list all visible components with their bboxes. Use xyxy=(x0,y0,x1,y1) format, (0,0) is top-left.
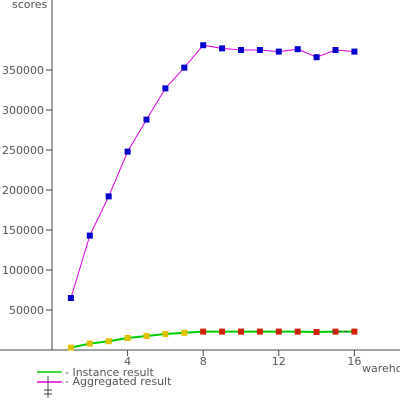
data-point-aggregated-result xyxy=(275,48,282,55)
x-ticks: 4 8 12 16 xyxy=(124,350,361,368)
data-point-aggregated-result xyxy=(332,47,339,53)
data-point-instance-result xyxy=(238,328,244,335)
data-point-aggregated-result xyxy=(200,42,207,49)
x-tick-label: 12 xyxy=(272,355,286,368)
data-point-instance-result xyxy=(313,329,320,335)
legend: - Instance result - Aggregated result xyxy=(37,366,172,398)
data-point-instance-result xyxy=(124,335,131,341)
y-tick-label: 50000 xyxy=(9,304,44,317)
y-tick-label: 350000 xyxy=(2,64,44,77)
data-point-instance-result xyxy=(219,328,226,335)
data-point-instance-result xyxy=(294,328,301,335)
data-point-instance-result xyxy=(105,338,112,345)
data-point-instance-result xyxy=(162,331,169,337)
data-point-aggregated-result xyxy=(256,47,263,53)
y-tick-label: 300000 xyxy=(2,104,44,117)
data-point-aggregated-result xyxy=(105,193,112,200)
data-point-instance-result xyxy=(332,328,339,335)
data-point-instance-result xyxy=(200,328,207,335)
y-tick-label: 200000 xyxy=(2,184,44,197)
data-point-aggregated-result xyxy=(219,45,226,52)
data-point-aggregated-result xyxy=(238,47,244,53)
data-point-instance-result xyxy=(181,329,188,336)
legend-label-instance: - Instance result xyxy=(65,366,155,379)
data-point-instance-result xyxy=(275,328,282,335)
data-point-aggregated-result xyxy=(124,148,131,155)
data-point-instance-result xyxy=(67,344,74,351)
data-point-instance-result xyxy=(351,328,358,335)
data-point-aggregated-result xyxy=(143,116,150,123)
data-point-aggregated-result xyxy=(294,46,301,53)
series-line-instance-result xyxy=(70,330,355,349)
data-point-aggregated-result xyxy=(313,54,320,61)
data-point-instance-result xyxy=(256,328,263,335)
y-ticks: 50000 100000 150000 200000 250000 300000 35000… xyxy=(2,64,52,317)
data-point-aggregated-result xyxy=(67,295,74,301)
data-point-aggregated-result xyxy=(86,232,93,239)
data-point-instance-result xyxy=(86,340,93,347)
data-point-instance-result xyxy=(143,333,150,339)
x-tick-label: 4 xyxy=(124,355,131,368)
y-tick-label: 250000 xyxy=(2,144,44,157)
y-tick-label: 100000 xyxy=(2,264,44,277)
data-point-aggregated-result xyxy=(351,48,358,55)
series-line-aggregated-result xyxy=(70,44,355,299)
axes xyxy=(0,0,400,351)
series-layer xyxy=(67,42,358,351)
legend-label-aggregated: - Aggregated result xyxy=(65,375,172,388)
data-point-aggregated-result xyxy=(162,85,169,92)
y-tick-label: 150000 xyxy=(2,224,44,237)
y-axis-label: scores xyxy=(12,0,48,11)
x-tick-label: 8 xyxy=(200,355,207,368)
x-axis-label: warehouses xyxy=(362,362,400,375)
data-point-aggregated-result xyxy=(181,64,188,71)
x-tick-label: 16 xyxy=(347,355,361,368)
